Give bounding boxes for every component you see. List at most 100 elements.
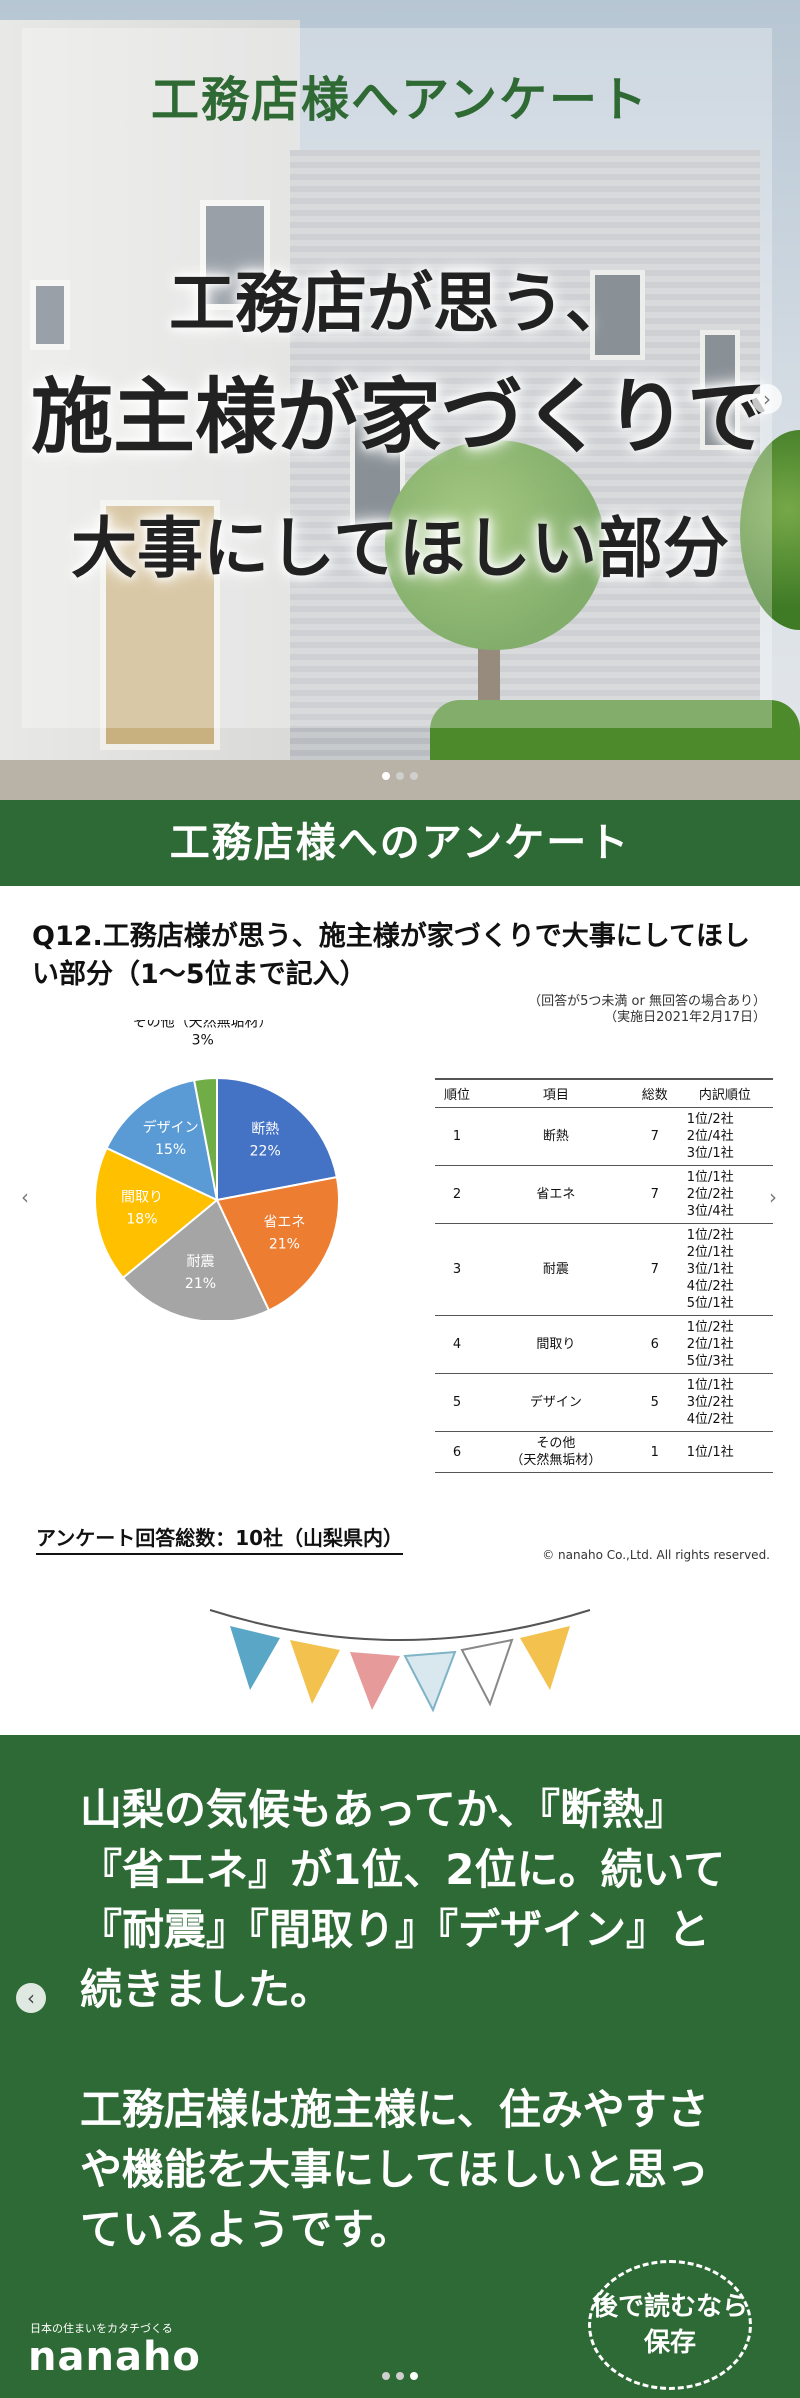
breakdown-cell: 1位/2社 2位/1社 5位/3社 [676,1315,773,1374]
chevron-right-icon[interactable]: › [752,384,782,414]
pie-category-label: 耐震 [186,1254,214,1270]
carousel-dots [0,2372,800,2380]
breakdown-line: 2位/4社 [686,1129,734,1144]
pie-category-label: その他（天然無垢材） [133,1020,273,1031]
total-cell: 7 [632,1107,677,1166]
carousel-dots [0,772,800,780]
survey-slide: 工務店様へのアンケート Q12.工務店様が思う、施主様が家づくりで大事にしてほし… [0,800,800,1600]
tree-crown [385,440,605,650]
hero-label: 工務店様へアンケート [150,72,650,128]
chevron-right-icon[interactable]: › [758,1182,788,1212]
house-image-left [0,20,300,800]
hero-slide: 工務店様へアンケート 工務店が思う、 施主様が家づくりで 大事にしてほしい部分 … [0,0,800,800]
breakdown-line: 3位/1社 [686,1262,734,1277]
item-cell: 断熱 [479,1107,633,1166]
survey-note-responses: （回答が5つ未満 or 無回答の場合あり） [528,994,766,1009]
brand-logo: nanaho [28,2334,201,2380]
total-cell: 7 [632,1165,677,1224]
pie-category-label: デザイン [143,1119,199,1136]
pie-slice [105,1078,219,1202]
chevron-left-icon[interactable]: ‹ [16,1983,46,2013]
breakdown-line: 3位/4社 [686,1204,734,1219]
breakdown-cell: 1位/1社 2位/2社 3位/4社 [676,1165,773,1224]
item-cell: 省エネ [479,1165,633,1224]
pie-percent-label: 18% [126,1211,157,1227]
rank-cell: 3 [435,1223,479,1316]
table-row: 4 間取り 6 1位/2社 2位/1社 5位/3社 [435,1315,773,1374]
ground [0,760,800,800]
carousel-dot[interactable] [410,772,418,780]
pie-percent-label: 22% [250,1144,281,1160]
chevron-left-icon[interactable]: ‹ [10,1182,40,1212]
hero-overlay-frame [22,28,772,728]
item-cell: デザイン [479,1373,633,1432]
total-cell: 1 [632,1431,677,1473]
table-header: 順位 [435,1078,479,1108]
carousel-dot[interactable] [396,772,404,780]
total-cell: 7 [632,1223,677,1316]
item-cell: 間取り [479,1315,633,1374]
hero-title-line2: 施主様が家づくりで [30,370,769,465]
carousel-dot[interactable] [410,2372,418,2380]
breakdown-line: 1位/2社 [686,1320,734,1335]
house-door [100,500,220,750]
breakdown-line: 1位/2社 [686,1112,734,1127]
table-row: 2 省エネ 7 1位/1社 2位/2社 3位/4社 [435,1165,773,1224]
breakdown-line: 3位/1社 [686,1146,734,1161]
table-row: 3 耐震 7 1位/2社 2位/1社 3位/1社 4位/2社 5位/1社 [435,1223,773,1316]
survey-total: アンケート回答総数：10社（山梨県内） [36,1522,404,1555]
pie-chart: 断熱 22% 省エネ 21% 耐震 21% 間取り 18% デザイン 15% その他（天然無垢材） 3… [94,1020,340,1320]
breakdown-line: 4位/2社 [686,1279,734,1294]
rank-cell: 6 [435,1431,479,1473]
pie-slice [94,1146,219,1280]
rank-cell: 4 [435,1315,479,1374]
table-header: 項目 [479,1078,633,1108]
carousel-dot[interactable] [396,2372,404,2380]
breakdown-cell: 1位/2社 2位/1社 3位/1社 4位/2社 5位/1社 [676,1223,773,1316]
pie-slice [121,1198,271,1320]
survey-band-title: 工務店様へのアンケート [0,800,800,886]
pie-slice [215,1175,340,1312]
carousel-dot[interactable] [382,772,390,780]
pie-percent-label: 3% [192,1033,214,1049]
hero-title-line3: 大事にしてほしい部分 [70,510,730,587]
breakdown-line: 1位/1社 [686,1444,734,1460]
carousel-dot[interactable] [382,2372,390,2380]
brand-tagline: 日本の住まいをカタチづくる [30,2322,173,2335]
comment-paragraph-2: 工務店様は施主様に、住みやすさや機能を大事にしてほしいと思っているようです。 [80,2085,709,2254]
breakdown-line: 5位/3社 [686,1354,734,1369]
breakdown-cell: 1位/1社 3位/2社 4位/2社 [676,1373,773,1432]
pie-category-label: 断熱 [251,1122,279,1138]
total-cell: 6 [632,1315,677,1374]
rank-cell: 5 [435,1373,479,1432]
rank-cell: 1 [435,1107,479,1166]
breakdown-line: 2位/1社 [686,1337,734,1352]
breakdown-line: 2位/2社 [686,1187,734,1202]
breakdown-cell: 1位/2社 2位/4社 3位/1社 [676,1107,773,1166]
copyright: © nanaho Co.,Ltd. All rights reserved. [542,1548,770,1562]
pie-category-label: 省エネ [263,1214,305,1230]
breakdown-line: 1位/2社 [686,1228,734,1243]
table-row: 5 デザイン 5 1位/1社 3位/2社 4位/2社 [435,1373,773,1432]
table-header: 総数 [632,1078,677,1108]
breakdown-line: 5位/1社 [686,1296,734,1311]
pie-slice [192,1076,218,1201]
hedge [430,700,800,770]
table-header: 内訳順位 [676,1078,773,1108]
survey-note-date: （実施日2021年2月17日） [604,1010,766,1025]
question-title: Q12.工務店様が思う、施主様が家づくりで大事にしてほしい部分（1〜5位まで記入… [32,921,750,990]
comment-slide: 山梨の気候もあってか、『断熱』『省エネ』が1位、2位に。続いて『耐震』『間取り』… [0,1600,800,2398]
breakdown-line: 1位/1社 [686,1378,734,1393]
rank-cell: 2 [435,1165,479,1224]
comment-paragraph-1: 山梨の気候もあってか、『断熱』『省エネ』が1位、2位に。続いて『耐震』『間取り』… [80,1785,726,2014]
table-row: 1 断熱 7 1位/2社 2位/4社 3位/1社 [435,1107,773,1166]
breakdown-line: 3位/2社 [686,1395,734,1410]
bunting-garland [209,1609,591,1713]
table-header-row: 順位 項目 総数 内訳順位 [435,1078,773,1108]
hero-title-line1: 工務店が思う、 [169,265,631,342]
pie-percent-label: 15% [155,1142,186,1158]
pie-category-label: 間取り [121,1189,163,1205]
item-cell: 耐震 [479,1223,633,1316]
total-cell: 5 [632,1373,677,1432]
breakdown-cell: 1位/1社 [676,1431,773,1473]
